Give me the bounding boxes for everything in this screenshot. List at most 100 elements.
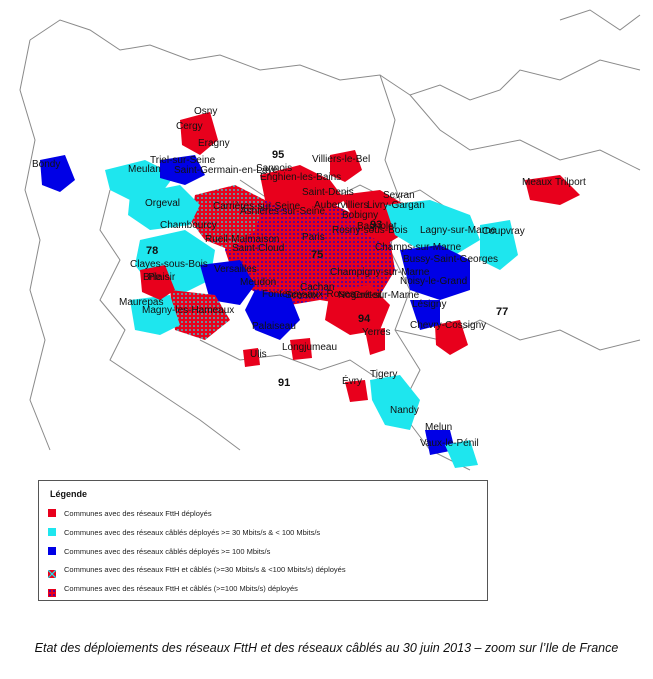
commune-label: Bondy [32,159,60,170]
legend: Légende Communes avec des réseaux FttH d… [38,480,488,601]
area-red-yerres [365,328,385,355]
area-red-evry [345,380,368,402]
dept-label: 77 [496,306,508,318]
commune-label: Bussy-Saint-Georges [403,254,498,265]
legend-swatch [48,509,56,517]
commune-label: Aubervilliers [314,200,368,211]
commune-label: Vaux-le-Pénil [420,438,479,449]
commune-labels: Osny Cergy Eragny Bondy Triel-sur-Seine … [32,106,586,449]
commune-label: Osny [194,106,217,117]
commune-label: Meulan [128,164,161,175]
area-cyan-nandy [370,375,420,430]
commune-label: Sannois [256,163,292,174]
dept-label: 91 [278,377,290,389]
legend-swatch [48,528,56,536]
commune-label: Champigny-sur-Marne [330,267,430,278]
legend-item-mixed-100: Communes avec des réseaux FttH et câblés… [48,582,298,597]
commune-label: Palaiseau [252,321,296,332]
commune-label: Rueil-Malmaison [205,234,279,245]
area-blue-east [400,245,470,300]
dept-label: 75 [311,249,323,261]
commune-label: Saint-Cloud [232,243,284,254]
commune-label: Chambourcy [160,220,217,231]
commune-label: Meudon [240,277,276,288]
dept-label: 93 [370,219,382,231]
commune-label: Bagnolet [357,221,397,232]
area-ftth-north [260,165,345,215]
commune-label: Plaisir [148,272,176,283]
commune-label: Villiers-le-Bel [312,154,370,165]
commune-label: Yerres [362,327,391,338]
legend-swatch [47,565,57,579]
figure-caption: Etat des déploiements des réseaux FttH e… [34,641,619,655]
commune-label: Asnières-sur-Seine [240,206,325,217]
legend-label: Communes avec des réseaux FttH et câblés… [64,583,298,593]
commune-label: Champs-sur-Marne [375,242,462,253]
area-cyan-vaux [445,440,478,468]
commune-label: Rosny-sous-Bois [332,225,408,236]
legend-title: Légende [50,489,88,499]
commune-label: Sevran [383,190,415,201]
commune-label: Saint-Denis [302,187,354,198]
area-cyan-coupvray [480,220,518,270]
commune-label: Magny-les-Hameaux [142,305,234,316]
commune-label: Nogent-sur-Marne [338,290,420,301]
map-frame: 95 78 75 93 94 77 91 Osny Cergy Eragny B… [19,9,641,471]
commune-label: Évry [342,374,362,387]
commune-label: Clayes-sous-Bois [130,259,208,270]
area-ftth-ne [340,190,410,245]
commune-label: Paris [302,232,325,243]
legend-item-mixed-30-100: Communes avec des réseaux FttH et câblés… [47,563,346,579]
commune-label: Trilport [555,177,586,188]
commune-label: Enghien-les-Bains [260,172,341,183]
area-blue-west [200,260,255,305]
area-cyan-orgeval [128,185,200,230]
commune-label: Cachan [300,282,334,293]
legend-label: Communes avec des réseaux câblés déployé… [64,546,271,556]
map: 95 78 75 93 94 77 91 Osny Cergy Eragny B… [19,9,641,471]
commune-label: Coupvray [482,226,525,237]
area-red-chevry [435,320,468,355]
area-cyan-sw [130,295,180,335]
area-red-villiers [330,150,362,182]
commune-label: Lagny-sur-Marne [420,225,497,236]
commune-label: Meaux [522,177,552,188]
commune-label: Maurepas [119,297,163,308]
commune-label: Versailles [214,264,257,275]
commune-label: Noisy-le-Grand [400,276,467,287]
commune-label: Ulis [250,349,267,360]
commune-label: Lésigny [412,299,446,310]
area-red-cergy [180,112,218,155]
legend-item-ftth: Communes avec des réseaux FttH déployés [48,507,212,519]
area-cyan-ne [385,200,480,255]
department-labels: 95 78 75 93 94 77 91 [146,149,508,389]
area-blue-south [245,290,300,340]
legend-label: Communes avec des réseaux câblés déployé… [64,527,321,537]
legend-label: Communes avec des réseaux FttH déployés [64,508,212,518]
commune-label: Bobigny [342,210,378,221]
legend-swatch [48,584,56,597]
commune-areas [40,112,580,468]
area-red-mantes [140,265,175,300]
dept-label: 78 [146,245,158,257]
commune-label: Orgeval [145,198,180,209]
area-red-ulis [243,348,260,367]
commune-label: Sceaux [285,290,318,301]
commune-label: Eragny [198,138,230,149]
commune-label: Longjumeau [282,342,337,353]
legend-label: Communes avec des réseaux FttH et câblés… [64,564,346,574]
area-mixed-sw [170,290,230,340]
area-west [190,185,265,250]
commune-label: Saint-Germain-en-Laye [174,165,278,176]
commune-label: Cergy [176,121,203,132]
commune-label: Chevry-Cossigny [410,320,486,331]
commune-label: Livry-Gargan [367,200,425,211]
dept-label: 95 [272,149,284,161]
commune-label: Carrières-sur-Seine [213,201,301,212]
commune-label: Tigery [370,369,397,380]
dept-label: 94 [358,313,371,325]
area-red-se [325,285,390,335]
commune-label: Melun [425,422,452,433]
area-red-longjumeau [290,338,312,360]
legend-item-cable-100: Communes avec des réseaux câblés déployé… [48,545,270,557]
